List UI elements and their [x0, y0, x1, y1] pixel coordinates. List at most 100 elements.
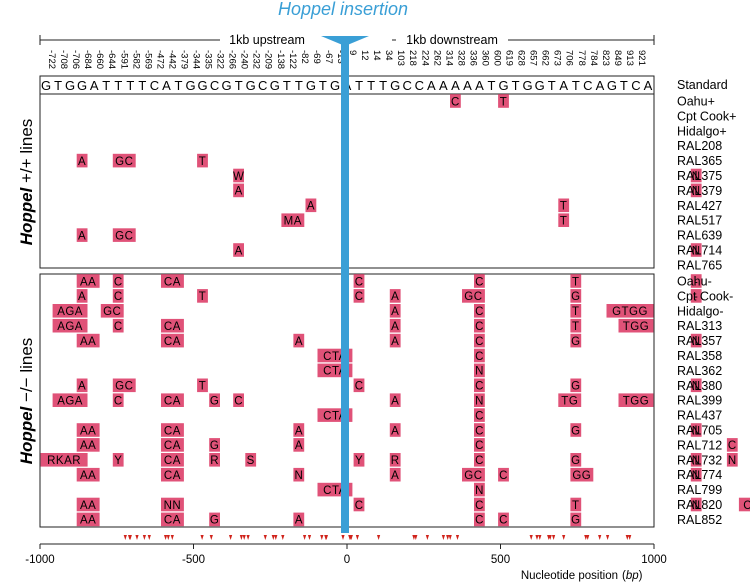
- variant-highlight: [558, 198, 570, 213]
- site-mark: [606, 535, 610, 540]
- variant-text: CA: [164, 440, 181, 452]
- variant-highlight: [726, 438, 738, 452]
- reference-base: A: [427, 78, 436, 93]
- site-mark: [341, 535, 345, 540]
- site-mark: [441, 535, 445, 540]
- x-tick-label: 0: [344, 554, 350, 566]
- variant-text: A: [235, 186, 243, 198]
- variant-highlight: [353, 378, 365, 393]
- row-label: RAL517: [677, 214, 722, 228]
- reference-base: G: [607, 78, 617, 93]
- variant-highlight: [112, 453, 124, 467]
- position-label: -706: [70, 50, 81, 69]
- variant-highlight: [570, 497, 582, 512]
- variant-text: C: [475, 306, 484, 318]
- variant-text: N: [692, 171, 701, 183]
- site-mark: [229, 535, 233, 540]
- x-tick-label: 1000: [641, 554, 667, 566]
- variant-highlight: [76, 512, 100, 527]
- row-label: RAL437: [677, 409, 722, 423]
- variant-highlight: [161, 438, 184, 452]
- site-mark: [598, 535, 602, 540]
- variant-highlight: [690, 423, 702, 437]
- row-label: RAL399: [677, 394, 722, 408]
- downstream-bracket: 1kb downstream: [392, 32, 655, 48]
- site-mark: [535, 535, 539, 540]
- variant-highlight: [76, 333, 100, 348]
- reference-base: T: [235, 78, 243, 93]
- site-mark: [425, 535, 429, 540]
- reference-base: A: [475, 78, 484, 93]
- variant-text: T: [560, 201, 568, 213]
- variant-text: C: [114, 396, 123, 408]
- variant-text: C: [475, 276, 484, 288]
- site-mark: [349, 535, 353, 540]
- variant-text: C: [114, 276, 123, 288]
- variant-text: MA: [284, 216, 302, 228]
- variant-highlight: [690, 378, 702, 393]
- variant-text: N: [475, 485, 484, 497]
- position-label: 262: [431, 50, 442, 66]
- variant-text: C: [234, 396, 243, 408]
- position-labels: -722 -708 -706 -684 -660 -644 -591 -582 -569 -472…: [46, 50, 647, 69]
- variant-text: G: [210, 440, 219, 452]
- variant-text: GC: [115, 156, 133, 168]
- variant-text: R: [210, 455, 219, 467]
- variant-highlight: [76, 497, 100, 512]
- position-label: 600: [492, 50, 503, 66]
- row-label: RAL358: [677, 349, 722, 363]
- variant-highlight: [76, 438, 100, 452]
- reference-base: G: [330, 78, 340, 93]
- reference-base: G: [270, 78, 280, 93]
- position-label: 913: [624, 50, 635, 66]
- variant-highlight: [474, 512, 485, 527]
- variant-highlight: [474, 318, 485, 333]
- variant-highlight: [161, 453, 184, 467]
- position-label: -67: [323, 50, 334, 64]
- row-label: RAL357: [677, 334, 722, 348]
- variant-text: AGA: [57, 306, 83, 318]
- reference-base: T: [367, 78, 375, 93]
- row-label: RAL714: [677, 244, 722, 258]
- variant-text: A: [391, 291, 399, 303]
- reference-base: T: [488, 78, 496, 93]
- position-label: 784: [588, 50, 599, 66]
- site-mark: [239, 535, 243, 540]
- row-label: RAL427: [677, 199, 722, 213]
- variant-text: T: [572, 306, 580, 318]
- variant-highlight: [690, 243, 702, 257]
- position-label: 360: [480, 50, 491, 66]
- variant-text: AA: [80, 425, 96, 437]
- variant-highlight: [570, 304, 582, 318]
- reference-base: C: [258, 78, 267, 93]
- variant-highlight: [474, 348, 485, 363]
- variant-text: A: [391, 306, 399, 318]
- reference-base: G: [77, 78, 87, 93]
- variant-text: C: [475, 336, 484, 348]
- variant-highlight: [389, 453, 401, 467]
- row-label: RAL712: [677, 438, 722, 452]
- variant-text: T: [560, 216, 568, 228]
- position-label: 34: [383, 50, 394, 61]
- site-mark: [128, 535, 132, 540]
- variant-highlight: [389, 467, 401, 482]
- site-mark: [271, 535, 275, 540]
- variant-highlight: [498, 94, 509, 108]
- variant-text: AA: [80, 500, 96, 512]
- figure-title: Hoppel insertion: [278, 0, 408, 19]
- variant-text: A: [391, 321, 399, 333]
- row-label: Cpt Cook+: [677, 109, 736, 123]
- variant-highlight: [690, 168, 702, 183]
- variant-text: CA: [164, 396, 181, 408]
- position-label: -69: [311, 50, 322, 64]
- variant-text: AGA: [57, 396, 83, 408]
- variant-highlight: [209, 438, 220, 452]
- position-label: -379: [179, 50, 190, 69]
- position-label: -13: [335, 50, 346, 64]
- variant-highlight: [474, 274, 485, 288]
- variant-text: A: [78, 291, 86, 303]
- variant-text: G: [210, 515, 219, 527]
- variant-highlight: [209, 393, 220, 407]
- variant-highlight: [293, 423, 305, 437]
- position-label: 103: [395, 50, 406, 66]
